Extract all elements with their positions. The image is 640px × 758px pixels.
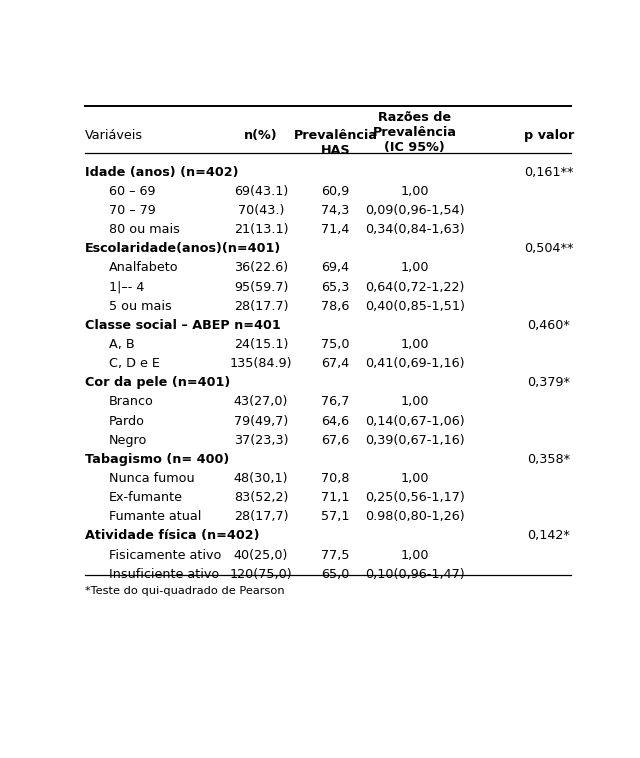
Text: 0,161**: 0,161** [524,166,573,179]
Text: 0,460*: 0,460* [527,319,570,332]
Text: 1|–- 4: 1|–- 4 [109,280,144,293]
Text: 48(30,1): 48(30,1) [234,472,288,485]
Text: Nunca fumou: Nunca fumou [109,472,195,485]
Text: Variáveis: Variáveis [85,129,143,142]
Text: 0,25(0,56-1,17): 0,25(0,56-1,17) [365,491,465,504]
Text: 71,1: 71,1 [321,491,349,504]
Text: 36(22.6): 36(22.6) [234,262,288,274]
Text: Branco: Branco [109,396,154,409]
Text: Classe social – ABEP n=401: Classe social – ABEP n=401 [85,319,281,332]
Text: Pardo: Pardo [109,415,145,428]
Text: 70 – 79: 70 – 79 [109,204,156,217]
Text: 65,0: 65,0 [321,568,349,581]
Text: 67,4: 67,4 [321,357,349,370]
Text: 80 ou mais: 80 ou mais [109,223,180,236]
Text: A, B: A, B [109,338,134,351]
Text: 40(25,0): 40(25,0) [234,549,288,562]
Text: 57,1: 57,1 [321,510,349,523]
Text: 0,64(0,72-1,22): 0,64(0,72-1,22) [365,280,465,293]
Text: 77,5: 77,5 [321,549,349,562]
Text: 0,40(0,85-1,51): 0,40(0,85-1,51) [365,299,465,313]
Text: 70(43.): 70(43.) [238,204,284,217]
Text: 0,34(0,84-1,63): 0,34(0,84-1,63) [365,223,465,236]
Text: 1,00: 1,00 [401,262,429,274]
Text: Ex-fumante: Ex-fumante [109,491,183,504]
Text: Negro: Negro [109,434,147,446]
Text: 0,504**: 0,504** [524,243,573,255]
Text: 67,6: 67,6 [321,434,349,446]
Text: Prevalência
HAS: Prevalência HAS [293,129,378,157]
Text: 65,3: 65,3 [321,280,349,293]
Text: 70,8: 70,8 [321,472,349,485]
Text: 78,6: 78,6 [321,299,349,313]
Text: 95(59.7): 95(59.7) [234,280,288,293]
Text: 0.98(0,80-1,26): 0.98(0,80-1,26) [365,510,465,523]
Text: *Teste do qui-quadrado de Pearson: *Teste do qui-quadrado de Pearson [85,586,285,596]
Text: 0,142*: 0,142* [527,529,570,543]
Text: 24(15.1): 24(15.1) [234,338,288,351]
Text: Analfabeto: Analfabeto [109,262,179,274]
Text: 69(43.1): 69(43.1) [234,185,288,198]
Text: 0,10(0,96-1,47): 0,10(0,96-1,47) [365,568,465,581]
Text: 60,9: 60,9 [321,185,349,198]
Text: 5 ou mais: 5 ou mais [109,299,172,313]
Text: n(%): n(%) [244,129,278,142]
Text: p valor: p valor [524,129,574,142]
Text: 0,14(0,67-1,06): 0,14(0,67-1,06) [365,415,465,428]
Text: 21(13.1): 21(13.1) [234,223,288,236]
Text: Fisicamente ativo: Fisicamente ativo [109,549,221,562]
Text: Insuficiente ativo: Insuficiente ativo [109,568,219,581]
Text: 1,00: 1,00 [401,549,429,562]
Text: 28(17.7): 28(17.7) [234,299,288,313]
Text: Cor da pele (n=401): Cor da pele (n=401) [85,376,230,390]
Text: Razões de
Prevalência
(IC 95%): Razões de Prevalência (IC 95%) [372,111,457,155]
Text: 64,6: 64,6 [321,415,349,428]
Text: 135(84.9): 135(84.9) [230,357,292,370]
Text: Escolaridade(anos)(n=401): Escolaridade(anos)(n=401) [85,243,281,255]
Text: 60 – 69: 60 – 69 [109,185,156,198]
Text: Fumante atual: Fumante atual [109,510,201,523]
Text: 79(49,7): 79(49,7) [234,415,288,428]
Text: 75,0: 75,0 [321,338,349,351]
Text: 43(27,0): 43(27,0) [234,396,288,409]
Text: Tabagismo (n= 400): Tabagismo (n= 400) [85,453,229,466]
Text: 37(23,3): 37(23,3) [234,434,288,446]
Text: 1,00: 1,00 [401,396,429,409]
Text: 69,4: 69,4 [321,262,349,274]
Text: 76,7: 76,7 [321,396,349,409]
Text: 1,00: 1,00 [401,338,429,351]
Text: C, D e E: C, D e E [109,357,159,370]
Text: 0,09(0,96-1,54): 0,09(0,96-1,54) [365,204,465,217]
Text: 28(17,7): 28(17,7) [234,510,288,523]
Text: 71,4: 71,4 [321,223,349,236]
Text: 0,379*: 0,379* [527,376,570,390]
Text: 120(75,0): 120(75,0) [230,568,292,581]
Text: 74,3: 74,3 [321,204,349,217]
Text: 0,41(0,69-1,16): 0,41(0,69-1,16) [365,357,465,370]
Text: 0,39(0,67-1,16): 0,39(0,67-1,16) [365,434,465,446]
Text: Atividade física (n=402): Atividade física (n=402) [85,529,259,543]
Text: 83(52,2): 83(52,2) [234,491,288,504]
Text: 1,00: 1,00 [401,185,429,198]
Text: 0,358*: 0,358* [527,453,570,466]
Text: 1,00: 1,00 [401,472,429,485]
Text: Idade (anos) (n=402): Idade (anos) (n=402) [85,166,239,179]
